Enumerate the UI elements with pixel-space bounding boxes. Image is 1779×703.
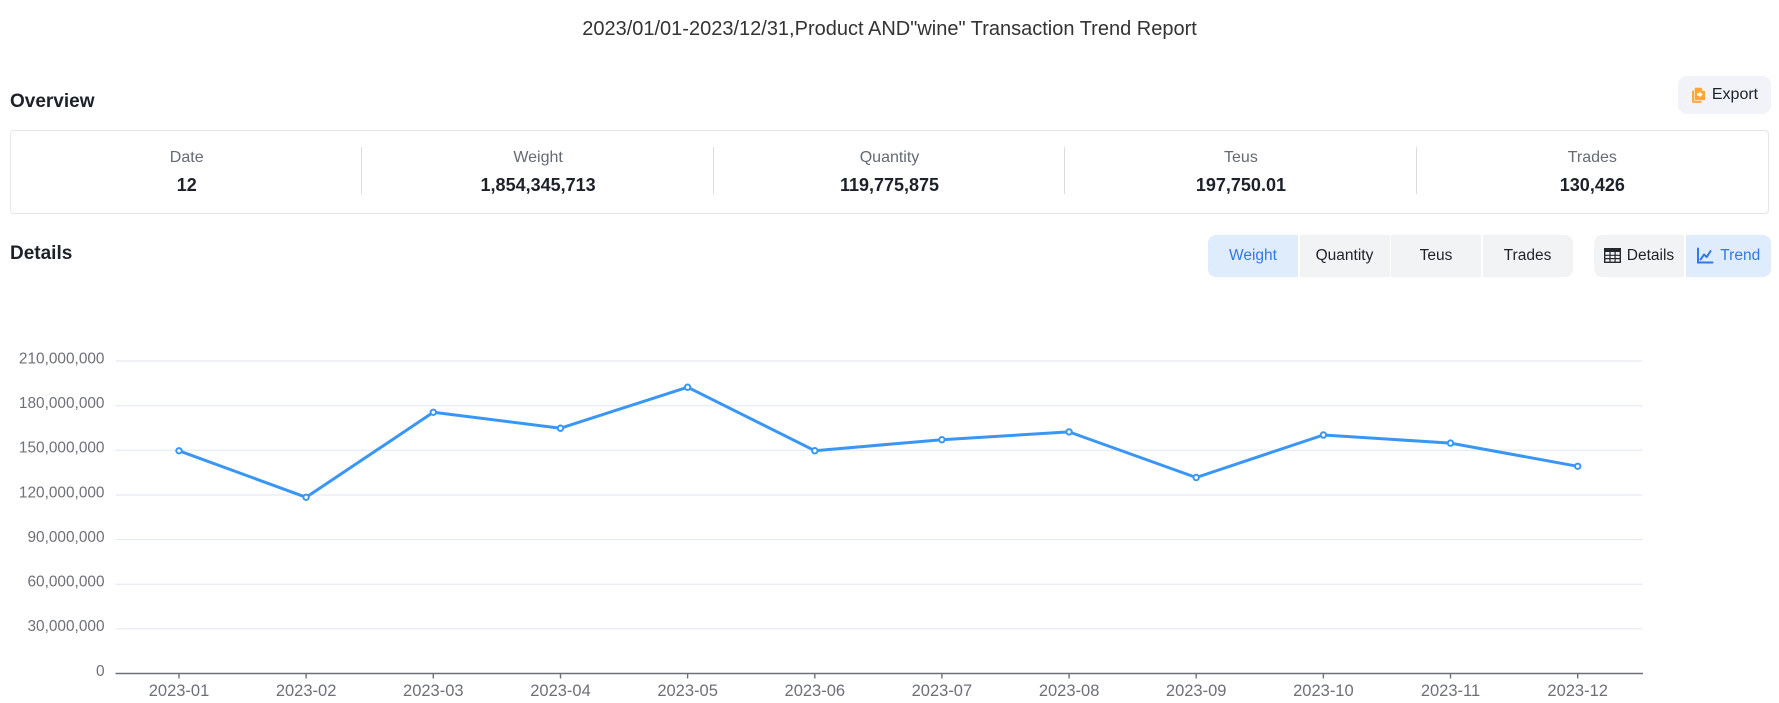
svg-text:2023-11: 2023-11 (1421, 682, 1480, 700)
svg-text:2023-08: 2023-08 (1039, 682, 1100, 700)
svg-text:2023-07: 2023-07 (912, 682, 973, 700)
svg-text:180,000,000: 180,000,000 (19, 395, 105, 412)
svg-text:2023-09: 2023-09 (1166, 682, 1227, 700)
svg-text:120,000,000: 120,000,000 (19, 484, 105, 501)
svg-text:150,000,000: 150,000,000 (19, 440, 105, 457)
svg-text:2023-12: 2023-12 (1547, 682, 1608, 700)
svg-text:90,000,000: 90,000,000 (27, 529, 104, 546)
svg-text:30,000,000: 30,000,000 (27, 618, 104, 635)
svg-text:2023-03: 2023-03 (403, 682, 464, 700)
svg-text:0: 0 (96, 663, 105, 680)
svg-text:2023-06: 2023-06 (785, 682, 846, 700)
svg-text:60,000,000: 60,000,000 (27, 574, 104, 591)
svg-text:2023-10: 2023-10 (1293, 682, 1354, 700)
svg-text:210,000,000: 210,000,000 (19, 350, 105, 367)
svg-text:2023-04: 2023-04 (530, 682, 591, 700)
svg-text:2023-02: 2023-02 (276, 682, 337, 700)
svg-text:2023-05: 2023-05 (657, 682, 718, 700)
svg-text:2023-01: 2023-01 (149, 682, 210, 700)
